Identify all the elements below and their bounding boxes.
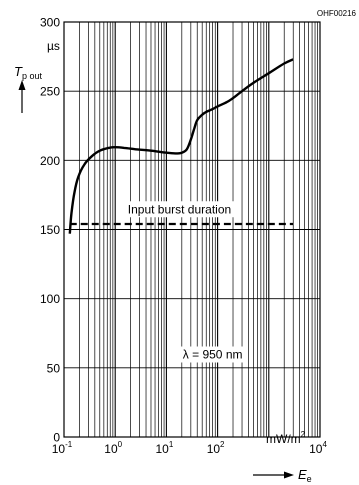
annotation-wavelength: λ = 950 nm [183, 348, 243, 362]
y-axis-unit: µs [47, 39, 60, 53]
y-label-symbol: T [14, 64, 23, 79]
x-axis-arrowhead [284, 471, 294, 479]
x-label-subscript: e [307, 474, 312, 484]
x-unit-base: mW/m [266, 432, 301, 446]
x-tick-label: 104 [309, 440, 327, 456]
tick-labels: 0 50 100 150 200 250 300 10-1 100 101 102 104 [40, 16, 327, 457]
y-axis-arrowhead [18, 80, 26, 90]
plot-frame [63, 21, 321, 438]
annotations: Input burst duration λ = 950 nm [124, 201, 246, 363]
y-tick-label: 150 [40, 223, 60, 237]
y-tick-label: 250 [40, 85, 60, 99]
y-tick-label: 300 [40, 16, 60, 30]
y-axis-label: Tp out [14, 64, 42, 113]
figure-code: OHF00216 [317, 9, 357, 18]
x-label-symbol: E [298, 467, 307, 482]
svg-text:mW/m2: mW/m2 [266, 430, 306, 446]
x-axis-unit: mW/m2 [266, 430, 306, 446]
annotation-input-burst-duration: Input burst duration [128, 202, 231, 216]
x-tick-label: 102 [207, 440, 225, 456]
x-tick-label: 10-1 [52, 440, 73, 456]
x-unit-exp: 2 [301, 430, 306, 439]
svg-text:Ee: Ee [298, 467, 312, 484]
annotation-background [179, 346, 246, 363]
output-pulse-curve [68, 58, 294, 234]
y-tick-label: 100 [40, 292, 60, 306]
grid-layer [64, 22, 320, 437]
y-tick-label: 0 [53, 431, 60, 445]
x-axis-label: Ee [253, 467, 312, 484]
y-tick-label: 50 [47, 361, 61, 375]
x-tick-label: 101 [155, 440, 173, 456]
series-layer [68, 58, 294, 234]
y-label-subscript: p out [22, 71, 43, 81]
x-tick-label: 100 [104, 440, 122, 456]
y-tick-label: 200 [40, 154, 60, 168]
annotation-background [124, 201, 235, 218]
svg-text:Tp out: Tp out [14, 64, 42, 81]
